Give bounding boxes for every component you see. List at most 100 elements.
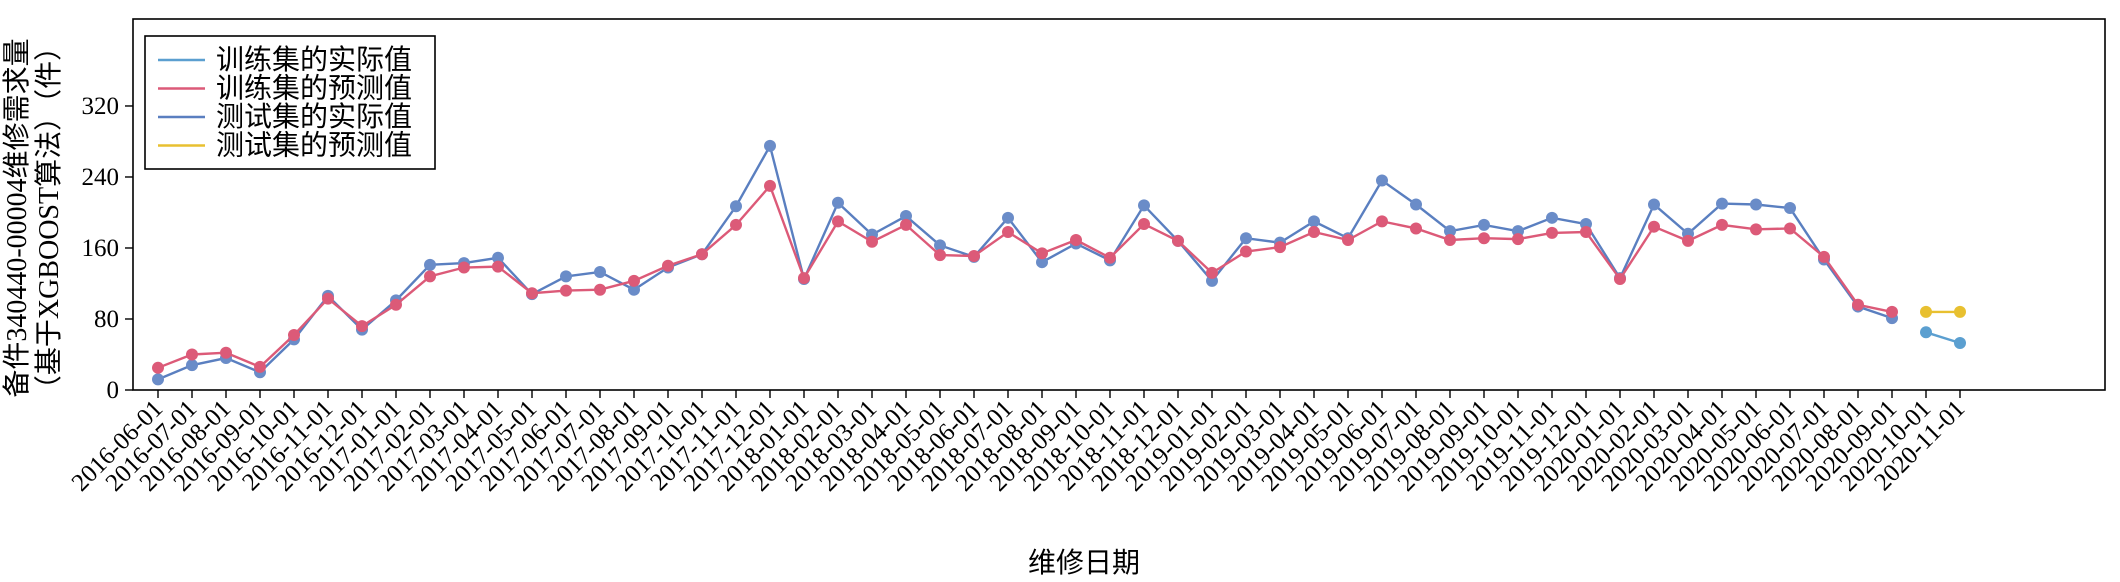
series-1 xyxy=(152,139,1898,386)
y-axis-title-line2: （基于XGBOOST算法）（件） xyxy=(33,33,65,403)
data-point xyxy=(220,346,232,359)
data-point xyxy=(628,274,640,287)
data-point xyxy=(288,328,300,341)
data-point xyxy=(1954,305,1966,318)
data-point xyxy=(1546,226,1558,239)
data-point xyxy=(1070,234,1082,247)
data-point xyxy=(764,139,776,152)
data-point xyxy=(1580,226,1592,239)
data-point xyxy=(1648,220,1660,233)
data-point xyxy=(186,348,198,361)
data-point xyxy=(424,270,436,283)
data-point xyxy=(152,373,164,386)
data-point xyxy=(832,196,844,209)
series-2 xyxy=(152,179,1898,374)
data-point xyxy=(1274,241,1286,254)
data-point xyxy=(1546,211,1558,224)
data-point xyxy=(1036,247,1048,260)
data-point xyxy=(254,360,266,373)
plot-frame xyxy=(132,18,2106,391)
legend-label: 测试集的预测值 xyxy=(216,130,412,162)
data-point xyxy=(1444,225,1456,238)
y-tick-label: 80 xyxy=(94,306,119,333)
data-point xyxy=(696,248,708,261)
data-point xyxy=(1478,218,1490,231)
data-point xyxy=(1376,215,1388,228)
data-point xyxy=(968,249,980,262)
x-axis-title: 维修日期 xyxy=(1028,547,1140,579)
data-point xyxy=(900,218,912,231)
data-point xyxy=(560,270,572,283)
legend-label: 测试集的实际值 xyxy=(216,101,412,133)
data-point xyxy=(662,259,674,272)
data-point xyxy=(1614,273,1626,286)
data-point xyxy=(764,179,776,192)
data-point xyxy=(424,258,436,271)
series-line xyxy=(157,142,1893,381)
series-3 xyxy=(1920,326,1966,349)
legend-label: 训练集的预测值 xyxy=(216,73,412,105)
data-point xyxy=(356,320,368,333)
data-point xyxy=(1750,198,1762,211)
data-point xyxy=(560,284,572,297)
data-point xyxy=(1002,211,1014,224)
data-point xyxy=(1206,266,1218,279)
data-point xyxy=(1886,305,1898,318)
data-point xyxy=(594,265,606,278)
data-point xyxy=(1138,199,1150,212)
data-point xyxy=(730,218,742,231)
data-point xyxy=(832,215,844,228)
data-point xyxy=(1410,198,1422,211)
data-point xyxy=(186,359,198,372)
data-point xyxy=(492,260,504,273)
y-axis: 0 80 160 240 320 xyxy=(82,93,133,404)
data-point xyxy=(1138,218,1150,231)
data-point xyxy=(934,249,946,262)
data-point xyxy=(1920,326,1932,339)
data-point xyxy=(1716,197,1728,210)
legend-label: 训练集的实际值 xyxy=(216,44,412,76)
data-point xyxy=(1716,218,1728,231)
data-point xyxy=(526,287,538,300)
data-point xyxy=(1784,222,1796,235)
series-4 xyxy=(1920,305,1966,318)
data-point xyxy=(1240,245,1252,258)
data-point xyxy=(1002,226,1014,239)
data-point xyxy=(1818,250,1830,263)
data-point xyxy=(390,298,402,311)
data-point xyxy=(1172,234,1184,247)
legend-box xyxy=(144,35,436,170)
data-point xyxy=(458,261,470,274)
data-point xyxy=(1682,234,1694,247)
data-point xyxy=(1308,226,1320,239)
data-point xyxy=(594,283,606,296)
data-point xyxy=(152,361,164,374)
y-tick-label: 320 xyxy=(82,93,120,120)
data-point xyxy=(1920,305,1932,318)
data-point xyxy=(934,239,946,252)
data-point xyxy=(1478,232,1490,245)
series-line xyxy=(157,183,1893,369)
data-point xyxy=(1512,233,1524,246)
data-point xyxy=(866,235,878,248)
data-point xyxy=(1648,198,1660,211)
data-point xyxy=(1342,234,1354,247)
data-point xyxy=(1376,174,1388,187)
data-point xyxy=(730,200,742,213)
data-point xyxy=(492,251,504,264)
y-tick-label: 0 xyxy=(107,377,120,404)
x-axis: 2016-06-012016-07-012016-08-012016-09-01… xyxy=(67,390,1970,497)
data-point xyxy=(322,292,334,305)
data-point xyxy=(1036,256,1048,269)
data-point xyxy=(1852,298,1864,311)
data-point xyxy=(1308,215,1320,228)
data-point xyxy=(1784,202,1796,215)
data-point xyxy=(628,283,640,296)
data-point xyxy=(1750,223,1762,236)
y-axis-title-line1: 备件340440-00004维修需求量 xyxy=(1,38,33,397)
data-point xyxy=(1410,222,1422,235)
data-point xyxy=(1104,251,1116,264)
y-tick-label: 160 xyxy=(82,235,120,262)
